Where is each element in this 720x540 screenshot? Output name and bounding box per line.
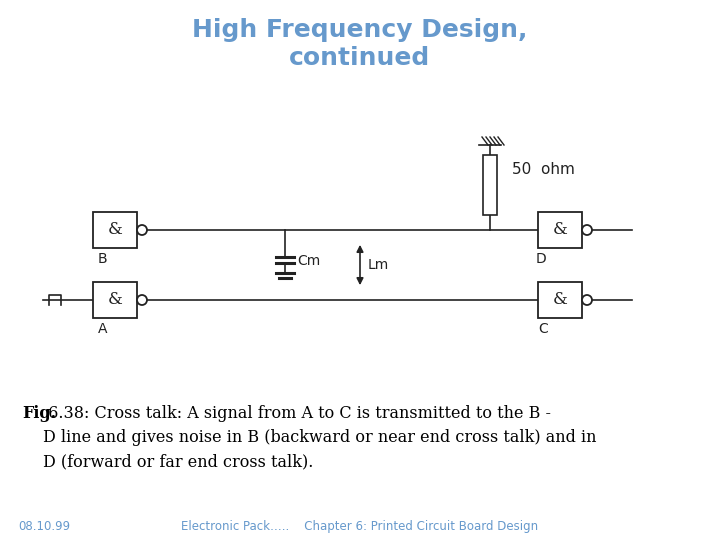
Circle shape bbox=[582, 295, 592, 305]
Text: 50  ohm: 50 ohm bbox=[512, 163, 575, 178]
Circle shape bbox=[137, 225, 147, 235]
Bar bbox=[483, 155, 497, 215]
Text: &: & bbox=[552, 292, 567, 308]
Text: C: C bbox=[538, 322, 548, 336]
Text: B: B bbox=[98, 252, 107, 266]
Text: Lm: Lm bbox=[368, 258, 390, 272]
Text: &: & bbox=[552, 221, 567, 239]
Text: 6.38: Cross talk: A signal from A to C is transmitted to the B -
D line and give: 6.38: Cross talk: A signal from A to C i… bbox=[43, 405, 596, 470]
Bar bbox=[93, 212, 137, 248]
Text: High Frequency Design,: High Frequency Design, bbox=[192, 18, 528, 42]
Text: continued: continued bbox=[289, 46, 431, 70]
Circle shape bbox=[137, 295, 147, 305]
Bar bbox=[538, 212, 582, 248]
Text: Fig.: Fig. bbox=[22, 405, 56, 422]
Circle shape bbox=[582, 225, 592, 235]
Text: D: D bbox=[536, 252, 546, 266]
Text: 08.10.99: 08.10.99 bbox=[18, 520, 70, 533]
Bar bbox=[93, 282, 137, 318]
Text: Cm: Cm bbox=[297, 254, 320, 268]
Text: &: & bbox=[107, 292, 122, 308]
Bar bbox=[538, 282, 582, 318]
Text: Electronic Pack…..    Chapter 6: Printed Circuit Board Design: Electronic Pack….. Chapter 6: Printed Ci… bbox=[181, 520, 539, 533]
Text: &: & bbox=[107, 221, 122, 239]
Text: A: A bbox=[98, 322, 107, 336]
